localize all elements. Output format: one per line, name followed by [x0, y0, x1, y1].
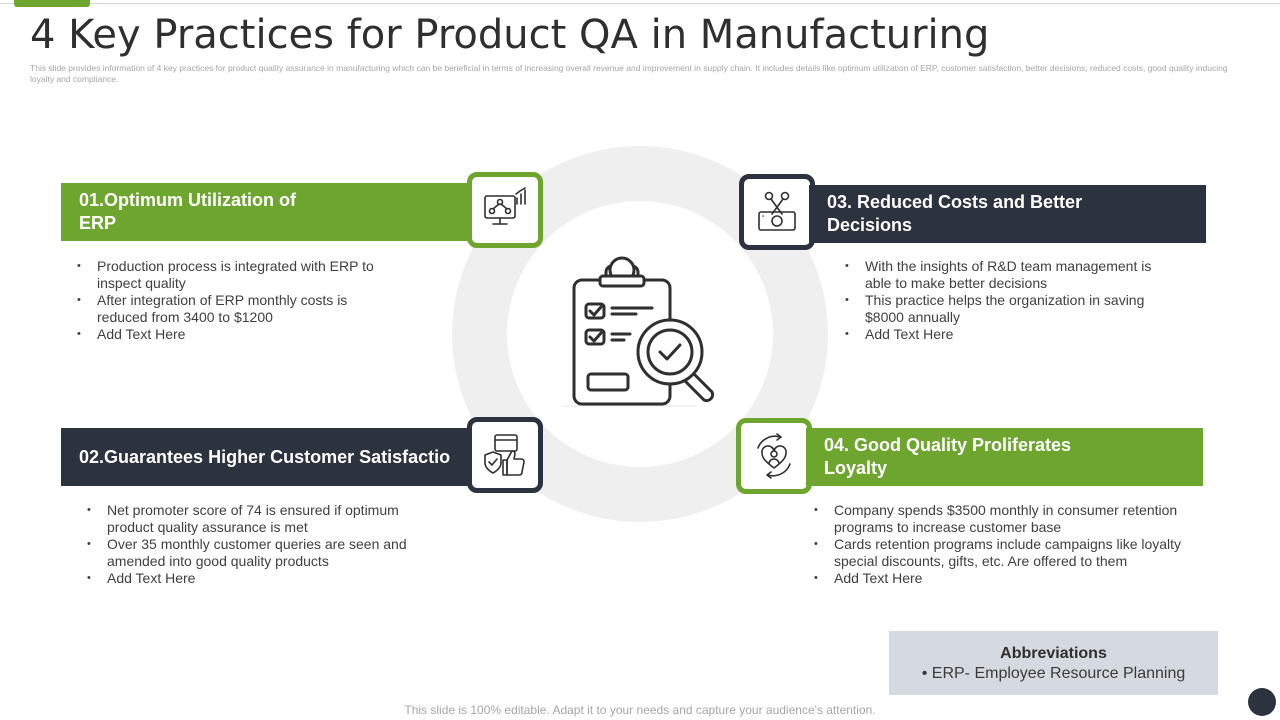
top-accent-bar — [14, 0, 90, 7]
list-item: Company spends $3500 monthly in consumer… — [814, 502, 1184, 536]
erp-network-monitor-icon — [484, 187, 526, 225]
practice-02-icon-box — [467, 417, 543, 493]
practice-03-header: 03. Reduced Costs and Better Decisions — [809, 185, 1206, 243]
cut-costs-money-scissors-icon — [758, 191, 796, 231]
quality-check-clipboard-icon — [562, 256, 715, 407]
practice-04-title-line1: 04. Good Quality Proliferates — [824, 435, 1072, 455]
list-item: Production process is integrated with ER… — [77, 258, 397, 292]
list-item: Add Text Here — [814, 570, 1184, 587]
list-item: Add Text Here — [87, 570, 407, 587]
list-item: Net promoter score of 74 is ensured if o… — [87, 502, 407, 536]
practice-02-title: 02.Guarantees Higher Customer Satisfacti… — [79, 446, 451, 467]
abbreviations-item: • ERP- Employee Resource Planning — [921, 665, 1186, 682]
list-item: This practice helps the organization in … — [845, 292, 1175, 326]
practice-03-icon-box — [739, 174, 815, 250]
list-item: Add Text Here — [845, 326, 1175, 343]
page-subtitle: This slide provides information of 4 key… — [30, 63, 1228, 84]
practice-04-icon-box — [736, 418, 812, 494]
loyalty-heart-cycle-icon — [757, 433, 791, 479]
list-item: With the insights of R&D team management… — [845, 258, 1175, 292]
practice-01-title-line1: 01.Optimum Utilization of — [79, 190, 297, 210]
page-title: 4 Key Practices for Product QA in Manufa… — [30, 12, 990, 58]
practice-04-header: 04. Good Quality Proliferates Loyalty — [806, 428, 1203, 486]
abbreviations-title: Abbreviations — [1000, 645, 1107, 662]
practice-03-title-line1: 03. Reduced Costs and Better — [827, 192, 1083, 212]
practice-03-points: With the insights of R&D team management… — [845, 258, 1175, 343]
practice-01-points: Production process is integrated with ER… — [77, 258, 397, 343]
practice-03-title-line2: Decisions — [827, 215, 913, 235]
list-item: Add Text Here — [77, 326, 397, 343]
practice-04-points: Company spends $3500 monthly in consumer… — [814, 502, 1184, 587]
practice-01-title-line2: ERP — [79, 213, 117, 233]
practice-02-header: 02.Guarantees Higher Customer Satisfacti… — [61, 428, 473, 486]
list-item: After integration of ERP monthly costs i… — [77, 292, 397, 326]
practice-01-header: 01.Optimum Utilization of ERP — [61, 183, 473, 241]
practice-04-title-line2: Loyalty — [824, 458, 888, 478]
list-item: Cards retention programs include campaig… — [814, 536, 1184, 570]
list-item: Over 35 monthly customer queries are see… — [87, 536, 407, 570]
customer-satisfaction-thumbs-up-icon — [484, 434, 525, 476]
footer-note: This slide is 100% editable. Adapt it to… — [404, 703, 876, 717]
abbreviations-box: Abbreviations • ERP- Employee Resource P… — [889, 631, 1218, 695]
corner-badge — [1248, 688, 1276, 716]
top-divider — [0, 3, 1280, 4]
practice-01-icon-box — [467, 172, 543, 248]
practice-02-points: Net promoter score of 74 is ensured if o… — [87, 502, 407, 587]
